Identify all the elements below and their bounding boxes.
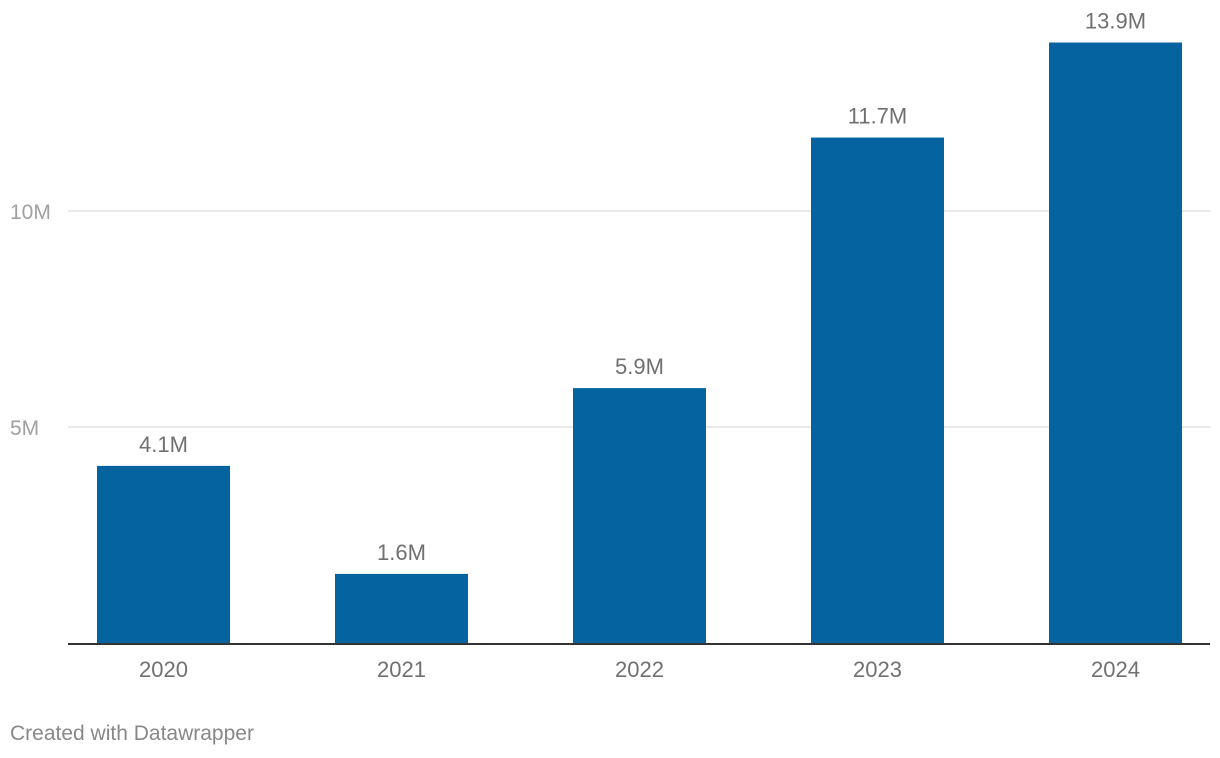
x-tick-label: 2021 bbox=[377, 657, 426, 682]
value-label: 5.9M bbox=[615, 354, 664, 379]
x-axis-labels: 2020 2021 2022 2023 2024 bbox=[139, 657, 1140, 682]
value-labels: 4.1M 1.6M 5.9M 11.7M 13.9M bbox=[139, 9, 1146, 565]
datawrapper-credit: Created with Datawrapper bbox=[10, 722, 254, 745]
y-tick-label: 5M bbox=[10, 417, 39, 440]
bars bbox=[97, 42, 1182, 643]
x-tick-label: 2024 bbox=[1091, 657, 1140, 682]
y-tick-label: 10M bbox=[10, 201, 51, 224]
value-label: 1.6M bbox=[377, 540, 426, 565]
bar bbox=[811, 137, 944, 643]
bar bbox=[97, 465, 230, 643]
x-tick-label: 2022 bbox=[615, 657, 664, 682]
value-label: 13.9M bbox=[1085, 9, 1146, 34]
bar bbox=[1049, 42, 1182, 643]
x-tick-label: 2023 bbox=[853, 657, 902, 682]
bar bbox=[335, 573, 468, 643]
value-label: 11.7M bbox=[848, 104, 908, 129]
bar bbox=[573, 388, 706, 643]
y-axis-ticks: 5M 10M bbox=[10, 201, 51, 440]
value-label: 4.1M bbox=[139, 432, 188, 457]
x-tick-label: 2020 bbox=[139, 657, 188, 682]
